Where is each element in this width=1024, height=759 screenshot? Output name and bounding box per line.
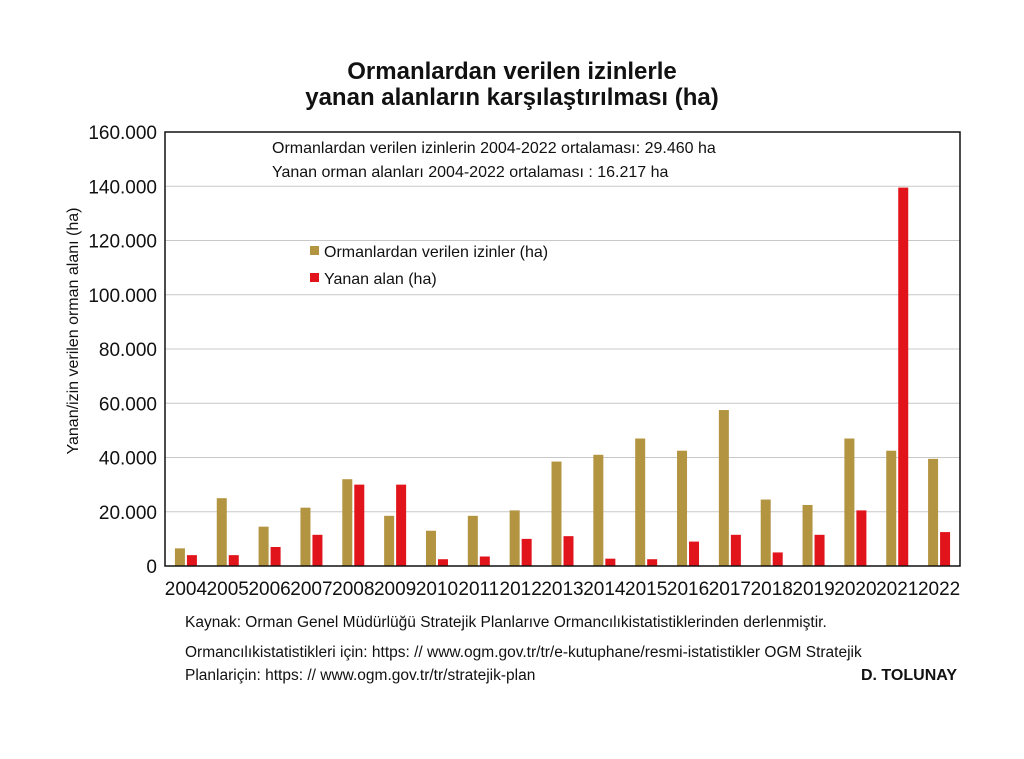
bar-permits	[593, 454, 604, 566]
bars	[174, 187, 951, 566]
bar-permits	[718, 410, 729, 566]
x-tick-label: 2021	[876, 579, 918, 600]
bar-burned	[228, 555, 239, 566]
bar-burned	[605, 558, 616, 566]
x-tick-label: 2012	[500, 579, 542, 600]
x-tick-label: 2018	[751, 579, 793, 600]
plot-frame	[164, 131, 961, 567]
x-tick-label: 2016	[667, 579, 709, 600]
bar-burned	[521, 538, 532, 566]
x-tick-label: 2014	[583, 579, 626, 600]
bar-permits	[467, 515, 478, 566]
statistics-link-note: Ormancılıkistatistikleri için: https: //…	[185, 644, 862, 661]
x-tick-label: 2022	[918, 579, 960, 600]
y-tick-label: 100.000	[88, 286, 157, 307]
bar-permits	[551, 461, 562, 566]
average-note-permits: Ormanlardan verilen izinlerin 2004-2022 …	[272, 140, 716, 157]
gridlines	[165, 185, 960, 513]
legend-label-permits: Ormanlardan verilen izinler (ha)	[324, 244, 548, 261]
x-tick-label: 2006	[248, 579, 290, 600]
bar-permits	[216, 498, 227, 566]
chart-title-line-1: Ormanlardan verilen izinlerle	[347, 58, 677, 85]
bar-burned	[647, 559, 658, 566]
bar-burned	[354, 484, 365, 566]
x-tick-label: 2007	[290, 579, 332, 600]
bar-permits	[760, 499, 771, 566]
bar-permits	[300, 507, 311, 566]
y-tick-label: 20.000	[99, 503, 157, 524]
x-tick-label: 2009	[374, 579, 416, 600]
x-tick-label: 2013	[541, 579, 583, 600]
strategic-plan-link-note: Planlariçin: https: // www.ogm.gov.tr/tr…	[185, 667, 536, 684]
bar-permits	[384, 515, 395, 566]
chart-title-line-2: yanan alanların karşılaştırılması (ha)	[305, 84, 719, 111]
bar-permits	[425, 530, 436, 566]
x-tick-label: 2020	[834, 579, 876, 600]
bar-burned	[270, 547, 281, 566]
bar-permits	[258, 526, 269, 566]
bar-burned	[312, 534, 323, 566]
y-tick-label: 140.000	[88, 177, 157, 198]
bar-burned	[856, 510, 867, 566]
average-note-burned: Yanan orman alanları 2004-2022 ortalamas…	[272, 164, 669, 181]
source-note: Kaynak: Orman Genel Müdürlüğü Stratejik …	[185, 614, 827, 631]
bar-permits	[802, 504, 813, 566]
bar-permits	[928, 458, 939, 566]
x-tick-label: 2008	[332, 579, 374, 600]
x-tick-label: 2017	[709, 579, 751, 600]
x-tick-label: 2011	[458, 579, 499, 600]
y-tick-label: 160.000	[88, 123, 157, 144]
x-tick-label: 2005	[207, 579, 249, 600]
y-tick-label: 60.000	[99, 394, 157, 415]
x-tick-label: 2019	[792, 579, 834, 600]
bar-permits	[342, 479, 353, 566]
bar-burned	[730, 534, 741, 566]
bar-permits	[886, 450, 897, 566]
bar-burned	[814, 534, 825, 566]
bar-permits	[509, 510, 520, 566]
bar-permits	[174, 548, 185, 566]
bar-burned	[772, 552, 783, 566]
bar-burned	[689, 541, 700, 566]
bar-permits	[844, 438, 855, 566]
x-tick-labels: 2004 2005 2006 2007 2008 2009 2010 2011 2012 2013…	[165, 579, 960, 600]
legend-label-burned: Yanan alan (ha)	[324, 271, 437, 288]
author-credit: D. TOLUNAY	[860, 667, 957, 684]
y-tick-label: 120.000	[88, 232, 157, 253]
legend-swatch-burned	[310, 273, 319, 282]
y-axis-label: Yanan/izin verilen orman alanı (ha)	[65, 208, 82, 455]
legend-swatch-permits	[310, 246, 319, 255]
x-tick-label: 2004	[165, 579, 208, 600]
y-tick-labels: 0 20.000 40.000 60.000 80.000 100.000 120.000 1…	[88, 123, 157, 578]
y-tick-label: 0	[146, 557, 157, 578]
bar-burned	[186, 555, 197, 566]
y-tick-label: 40.000	[99, 449, 157, 470]
y-tick-label: 80.000	[99, 340, 157, 361]
x-tick-label: 2010	[416, 579, 458, 600]
bar-burned	[563, 536, 574, 566]
bar-burned	[396, 484, 407, 566]
bar-burned	[479, 556, 490, 566]
bar-permits	[635, 438, 646, 566]
x-tick-label: 2015	[625, 579, 667, 600]
bar-burned	[940, 532, 951, 566]
bar-burned	[437, 559, 448, 566]
legend: Ormanlardan verilen izinler (ha) Yanan al…	[310, 244, 548, 288]
bar-burned	[898, 187, 909, 566]
bar-permits	[677, 450, 688, 566]
